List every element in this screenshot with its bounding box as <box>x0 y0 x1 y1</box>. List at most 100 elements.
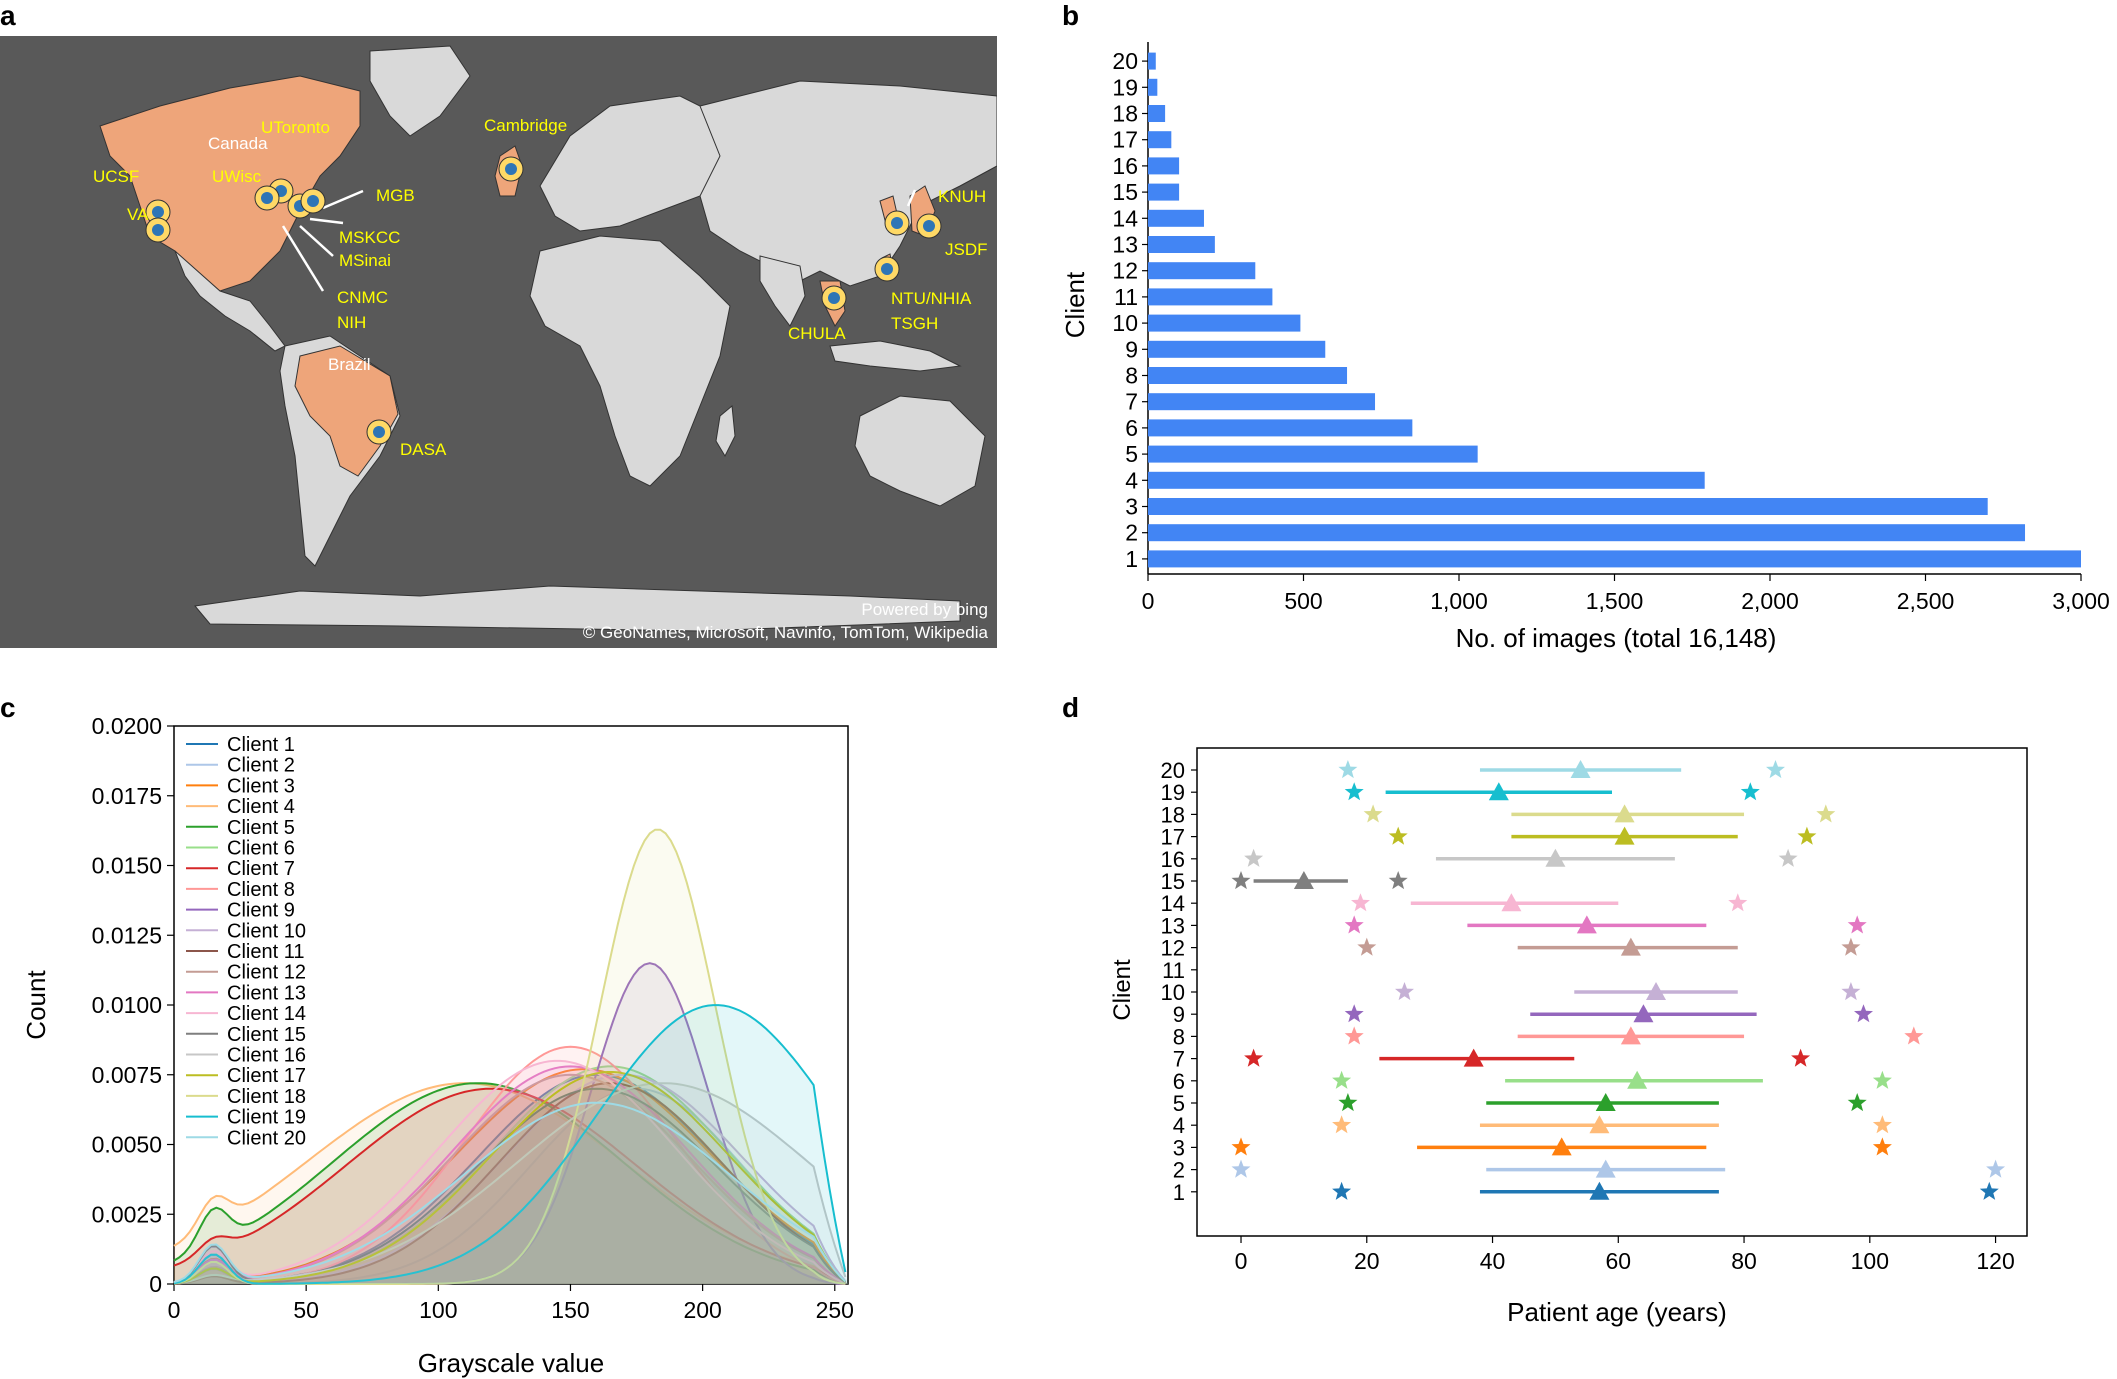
hist-y-tick-label: 0.0025 <box>92 1201 162 1227</box>
hist-series-area <box>174 1083 848 1284</box>
age-max-marker <box>1986 1159 2006 1178</box>
hist-series-area <box>174 1066 848 1284</box>
age-min-marker <box>1363 804 1383 823</box>
bar-category-label: 11 <box>1114 284 1138 310</box>
hist-series-area <box>174 1102 848 1284</box>
pin-knuh <box>884 210 910 236</box>
age-mean-marker <box>1633 1004 1654 1023</box>
age-min-marker <box>1244 848 1264 867</box>
bar-x-tick-label: 3,000 <box>2052 588 2110 614</box>
bar-x-tick-label: 2,000 <box>1741 588 1799 614</box>
age-x-axis-label: Patient age (years) <box>1507 1297 1727 1327</box>
hist-series-area <box>174 1083 848 1284</box>
age-min-marker <box>1351 893 1370 912</box>
hist-series-area <box>174 1074 848 1284</box>
age-mean-marker <box>1463 1048 1484 1067</box>
age-max-marker <box>1841 937 1861 956</box>
age-min-marker <box>1357 937 1377 956</box>
label-mskcc: MSKCC <box>339 228 400 247</box>
legend-label: Client 9 <box>227 900 295 922</box>
age-mean-marker <box>1293 871 1314 889</box>
label-chula: CHULA <box>788 324 846 343</box>
legend-label: Client 12 <box>227 962 306 984</box>
age-max-marker <box>1766 760 1785 779</box>
hist-series-line <box>173 1068 847 1284</box>
bar-category-label: 4 <box>1125 467 1138 493</box>
age-y-tick-label: 10 <box>1161 980 1185 1005</box>
hist-series-area <box>174 963 848 1284</box>
hist-series-area <box>174 1005 848 1284</box>
bar-category-label: 19 <box>1112 74 1138 100</box>
age-mean-marker <box>1488 782 1509 801</box>
world-map: Canada Brazil UCSF VA UToronto UWisc MGB… <box>0 36 997 648</box>
age-y-tick-label: 4 <box>1173 1113 1185 1138</box>
hist-series-line <box>173 1087 847 1285</box>
age-mean-marker <box>1576 915 1597 934</box>
bar <box>1148 105 1166 122</box>
legend-label: Client 1 <box>227 734 295 756</box>
india-land <box>759 255 806 327</box>
hist-series-area <box>174 1088 848 1284</box>
hist-series-line <box>173 1059 846 1285</box>
bar-x-tick-label: 500 <box>1284 588 1322 614</box>
hist-series-line <box>173 1004 847 1285</box>
hist-series-area <box>174 1083 848 1284</box>
bar <box>1148 288 1273 306</box>
age-min-marker <box>1344 1026 1364 1045</box>
age-mean-marker <box>1646 982 1667 1000</box>
bar-category-label: 15 <box>1112 179 1138 205</box>
pin-cambridge <box>498 156 524 182</box>
label-ntu-nhia: NTU/NHIA <box>891 289 972 308</box>
hist-series-area <box>174 1074 848 1284</box>
bar <box>1148 445 1478 463</box>
bar <box>1148 340 1326 358</box>
age-y-tick-label: 17 <box>1161 825 1185 850</box>
age-max-marker <box>1740 782 1760 801</box>
age-max-marker <box>1847 1093 1867 1112</box>
hist-y-tick-label: 0.0075 <box>92 1062 162 1088</box>
hist-series-line <box>173 1073 847 1285</box>
hist-series-area <box>174 1088 848 1284</box>
age-y-tick-label: 14 <box>1161 891 1185 916</box>
bar-category-label: 7 <box>1125 389 1138 415</box>
age-y-tick-label: 13 <box>1161 913 1185 938</box>
bar <box>1148 471 1705 489</box>
hist-x-axis-label: Grayscale value <box>418 1348 604 1378</box>
hist-frame <box>173 725 849 1285</box>
age-min-marker <box>1388 826 1408 845</box>
age-max-marker <box>1872 1115 1892 1134</box>
bar-y-axis-label: Client <box>1060 271 1090 338</box>
hist-series-line <box>173 1065 847 1285</box>
pin-chula <box>821 285 847 311</box>
age-x-tick-label: 120 <box>1976 1248 2014 1274</box>
legend-label: Client 11 <box>227 941 304 963</box>
legend-label: Client 14 <box>227 1003 306 1025</box>
age-y-axis-label: Client <box>1109 959 1136 1021</box>
bar-category-label: 17 <box>1112 127 1138 153</box>
age-mean-marker <box>1614 804 1635 823</box>
age-x-tick-label: 0 <box>1235 1248 1248 1274</box>
age-max-marker <box>1904 1026 1924 1045</box>
bar <box>1148 498 1988 515</box>
hist-series-area <box>174 1074 848 1284</box>
label-cnmc: CNMC <box>337 288 388 307</box>
age-min-marker <box>1395 982 1414 1001</box>
hist-series-line <box>173 828 846 1285</box>
age-max-marker <box>1728 893 1748 912</box>
legend-label: Client 6 <box>227 838 295 860</box>
age-min-marker <box>1332 1115 1352 1134</box>
age-frame <box>1196 747 2028 1237</box>
label-ucsf: UCSF <box>93 167 139 186</box>
age-y-tick-label: 9 <box>1173 1002 1185 1027</box>
legend-label: Client 3 <box>227 775 295 797</box>
africa-land <box>529 235 731 487</box>
age-mean-marker <box>1595 1093 1616 1111</box>
histogram-plot-area: 0 0.0025 0.0050 0.0075 0.0100 0.0125 0.0150 0.0… <box>92 713 854 1323</box>
age-max-marker <box>1797 826 1817 845</box>
bar <box>1148 209 1204 227</box>
bar-x-axis-label: No. of images (total 16,148) <box>1456 623 1777 653</box>
hist-x-tick-label: 100 <box>419 1297 457 1323</box>
age-x-tick-label: 100 <box>1851 1248 1889 1274</box>
